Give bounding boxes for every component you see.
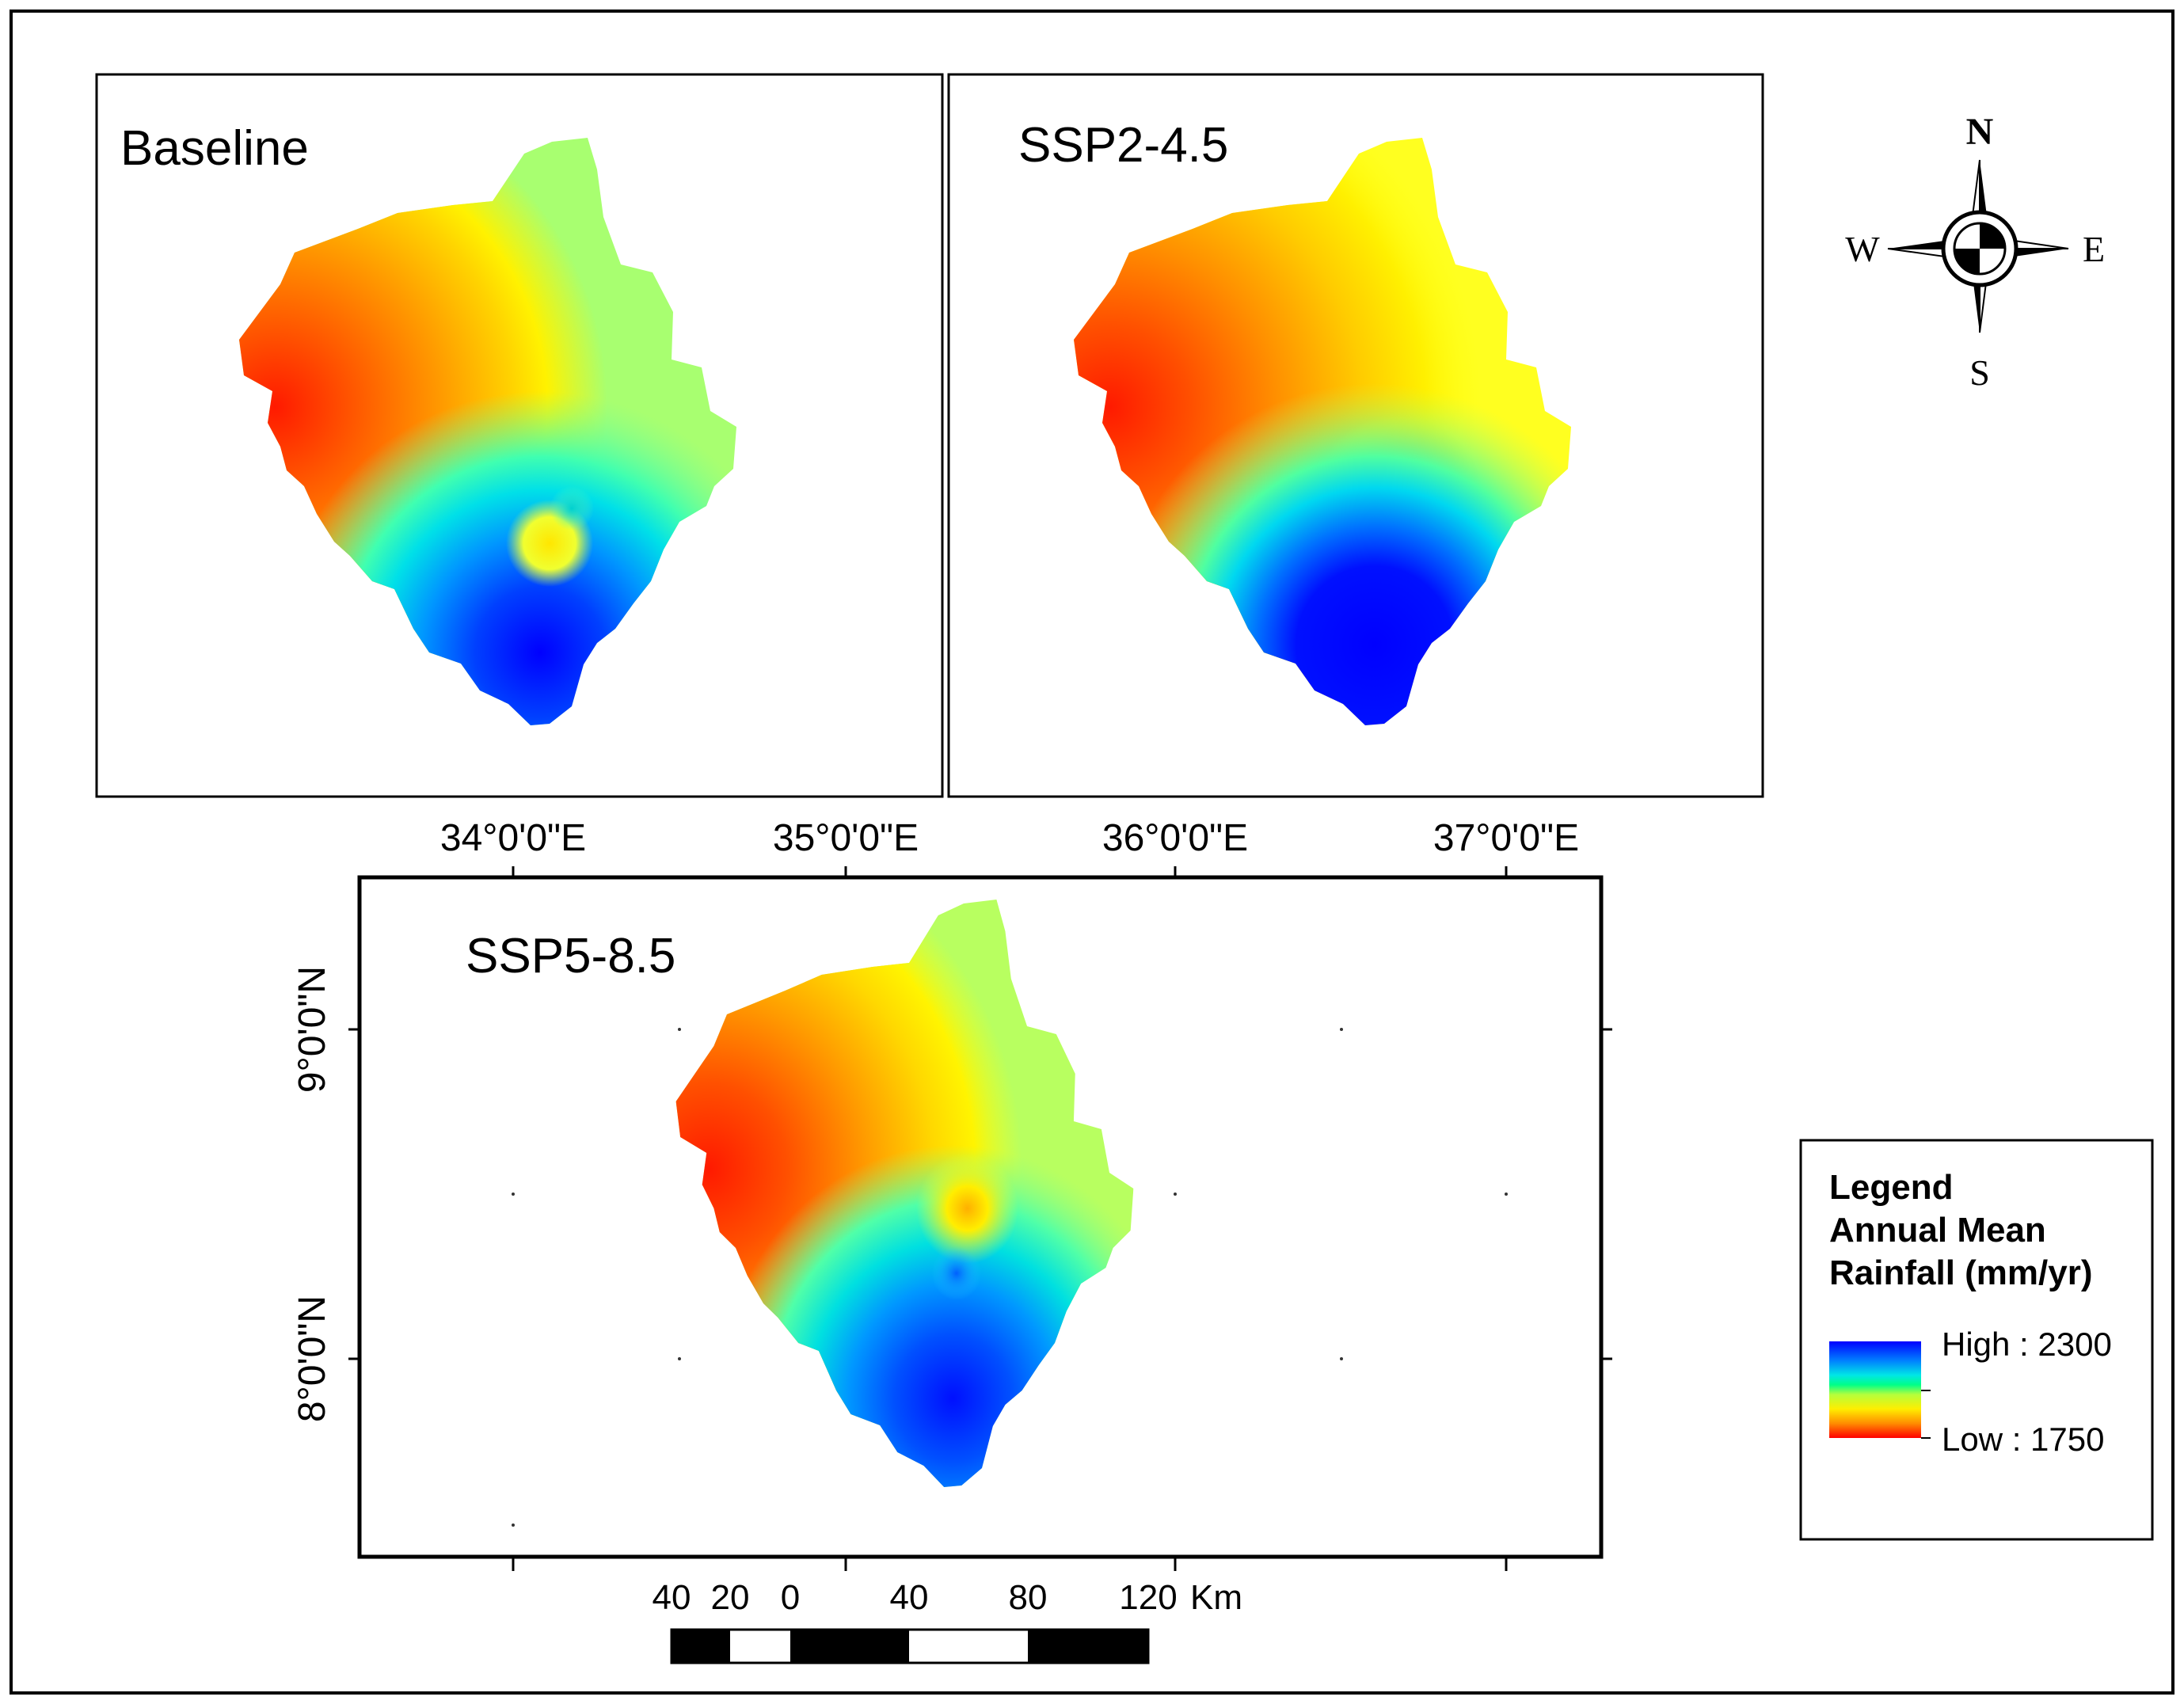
scale-label-120: 120 [1119, 1578, 1177, 1617]
legend: Legend Annual Mean Rainfall (mm/yr) High… [1799, 1139, 2154, 1541]
scale-label-40-left: 40 [653, 1578, 691, 1617]
legend-subtitle-2: Rainfall (mm/yr) [1829, 1253, 2093, 1292]
lon-label-37e: 37°0'0"E [1433, 817, 1579, 859]
panel-baseline: Baseline [95, 73, 944, 798]
scale-label-80: 80 [1009, 1578, 1048, 1617]
scale-label-0: 0 [781, 1578, 800, 1617]
legend-box [1799, 1139, 2154, 1541]
scale-segment [790, 1630, 909, 1663]
compass-south-label: S [1969, 352, 1990, 393]
compass-east-label: E [2083, 229, 2105, 269]
panel-title-ssp245: SSP2-4.5 [1018, 118, 1228, 173]
panel-title-baseline: Baseline [120, 121, 309, 176]
legend-subtitle-1: Annual Mean [1829, 1211, 2046, 1250]
scale-label-40: 40 [890, 1578, 929, 1617]
legend-high-label: High : 2300 [1942, 1326, 2112, 1363]
scale-unit: Km [1190, 1578, 1242, 1617]
lat-label-9n: 9°0'0"N [291, 966, 333, 1093]
north-arrow: N S W E [1845, 111, 2105, 393]
lon-label-34e: 34°0'0"E [440, 817, 586, 859]
lat-label-8n: 8°0'0"N [291, 1295, 333, 1422]
lon-label-36e: 36°0'0"E [1102, 817, 1248, 859]
panel-ssp245: SSP2-4.5 [947, 73, 1764, 798]
lon-label-35e: 35°0'0"E [773, 817, 919, 859]
panel-ssp585: SSP5-8.5 [348, 866, 1612, 1571]
compass-west-label: W [1845, 229, 1880, 269]
legend-low-label: Low : 1750 [1942, 1421, 2105, 1458]
compass-north-label: N [1966, 111, 1994, 153]
scale-label-20: 20 [711, 1578, 750, 1617]
top-ticks [348, 866, 1612, 1571]
scale-segment [1028, 1630, 1148, 1663]
panel-title-ssp585: SSP5-8.5 [466, 929, 675, 983]
scale-bar: 40 20 0 40 80 120 Km [653, 1578, 1242, 1664]
legend-title: Legend [1829, 1168, 1953, 1207]
scale-segment [672, 1630, 730, 1663]
graticule-dots [512, 1028, 1508, 1527]
legend-color-ramp [1829, 1341, 1921, 1438]
outer-frame [10, 10, 2174, 1695]
